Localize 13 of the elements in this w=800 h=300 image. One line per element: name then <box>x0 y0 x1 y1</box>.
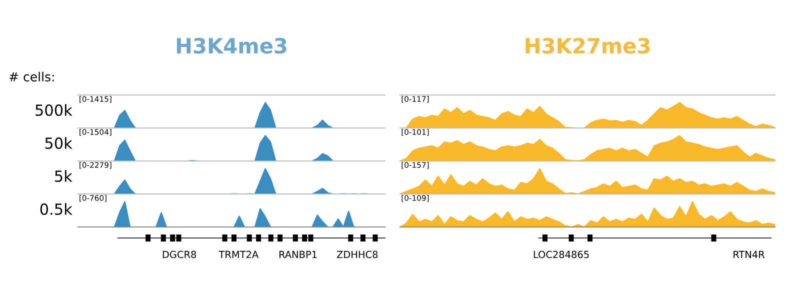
text: RTN4R <box>734 250 765 258</box>
y-axis-title: 5k <box>55 170 72 182</box>
text: LOC284865 <box>534 250 589 258</box>
text: ZDHHC8 <box>336 250 378 258</box>
text: TRMT2A <box>218 250 259 258</box>
chart-title: H3K27me3 <box>526 38 650 54</box>
y-axis-title: 500k <box>36 104 72 116</box>
y-axis-title: 50k <box>45 137 72 149</box>
text: DGCR8 <box>162 250 196 258</box>
y-axis-title: 0.5k <box>40 203 72 215</box>
text: RANBP1 <box>279 250 317 258</box>
chart-title: H3K4me3 <box>176 38 286 54</box>
text: # cells: <box>10 72 54 82</box>
